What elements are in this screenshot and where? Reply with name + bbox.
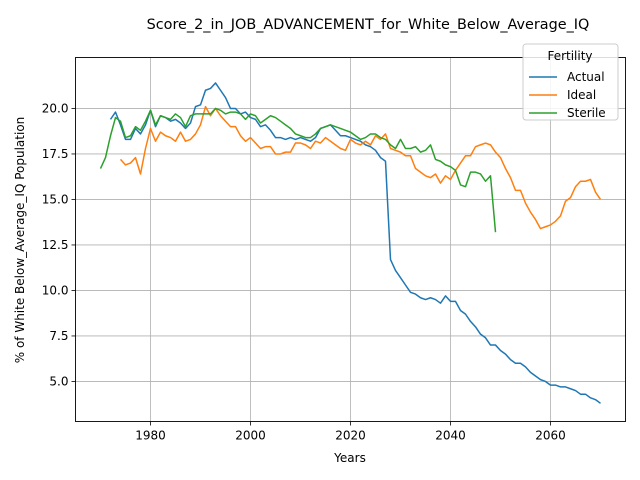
y-tick-label: 20.0 bbox=[42, 101, 69, 115]
axis-ticks: 1980 2000 2020 2040 2060 5.0 7.5 10.0 12.5 15.0 17… bbox=[42, 101, 566, 442]
legend-box bbox=[522, 43, 619, 121]
series-line-actual bbox=[109, 82, 601, 404]
x-tick-label: 2040 bbox=[435, 429, 466, 443]
y-axis-label: % of White Below_Average_IQ Population bbox=[13, 117, 27, 364]
series-line-ideal bbox=[119, 105, 602, 230]
series-line-sterile bbox=[99, 107, 497, 233]
y-tick-label: 10.0 bbox=[42, 283, 69, 297]
y-tick-label: 5.0 bbox=[49, 374, 68, 388]
grid-lines bbox=[75, 57, 626, 422]
x-tick-label: 2020 bbox=[335, 429, 366, 443]
legend-label-actual: Actual bbox=[567, 70, 605, 84]
y-tick-label: 15.0 bbox=[42, 192, 69, 206]
legend: Fertility Actual Ideal Sterile bbox=[522, 43, 619, 121]
legend-label-ideal: Ideal bbox=[567, 88, 596, 102]
x-tick-label: 2060 bbox=[535, 429, 566, 443]
legend-label-sterile: Sterile bbox=[567, 106, 606, 120]
y-tick-label: 12.5 bbox=[42, 238, 69, 252]
legend-title: Fertility bbox=[547, 49, 592, 63]
chart-title: Score_2_in_JOB_ADVANCEMENT_for_White_Bel… bbox=[147, 17, 590, 33]
y-tick-label: 17.5 bbox=[42, 147, 69, 161]
data-series bbox=[99, 82, 602, 404]
x-axis-label: Years bbox=[333, 451, 366, 465]
x-tick-label: 1980 bbox=[135, 429, 166, 443]
x-tick-label: 2000 bbox=[235, 429, 266, 443]
y-tick-label: 7.5 bbox=[49, 329, 68, 343]
